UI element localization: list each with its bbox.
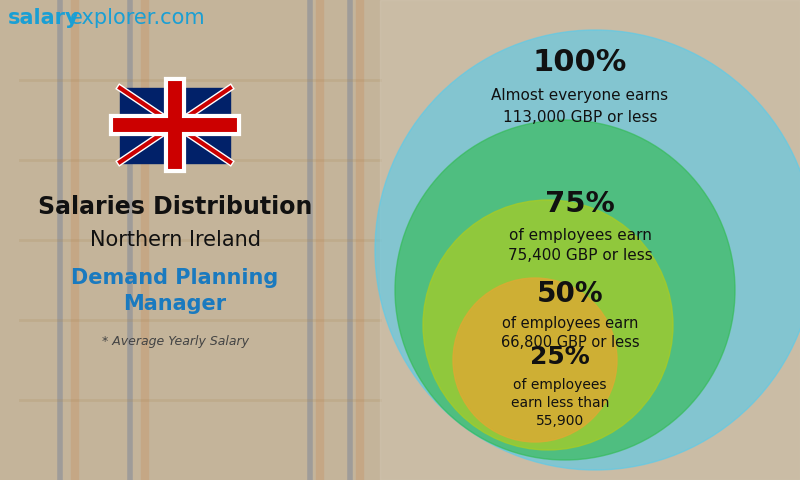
Text: earn less than: earn less than [511, 396, 609, 410]
Circle shape [395, 120, 735, 460]
Text: 113,000 GBP or less: 113,000 GBP or less [502, 110, 658, 125]
Bar [120, 88, 230, 163]
Text: salary: salary [8, 8, 80, 28]
Text: 50%: 50% [537, 280, 603, 308]
Text: explorer.com: explorer.com [70, 8, 206, 28]
Text: 66,800 GBP or less: 66,800 GBP or less [501, 335, 639, 350]
Text: 55,900: 55,900 [536, 414, 584, 428]
Text: 25%: 25% [530, 345, 590, 369]
Circle shape [453, 278, 617, 442]
Text: Almost everyone earns: Almost everyone earns [491, 88, 669, 103]
Text: of employees earn: of employees earn [509, 228, 651, 243]
Text: Northern Ireland: Northern Ireland [90, 230, 261, 250]
Text: Demand Planning
Manager: Demand Planning Manager [71, 268, 278, 314]
Circle shape [423, 200, 673, 450]
Bar [380, 0, 800, 480]
Text: 100%: 100% [533, 48, 627, 77]
Text: of employees earn: of employees earn [502, 316, 638, 331]
Text: 75%: 75% [545, 190, 615, 218]
Text: * Average Yearly Salary: * Average Yearly Salary [102, 335, 249, 348]
Text: of employees: of employees [514, 378, 606, 392]
Text: Salaries Distribution: Salaries Distribution [38, 195, 312, 219]
Circle shape [375, 30, 800, 470]
Text: 75,400 GBP or less: 75,400 GBP or less [508, 248, 652, 263]
